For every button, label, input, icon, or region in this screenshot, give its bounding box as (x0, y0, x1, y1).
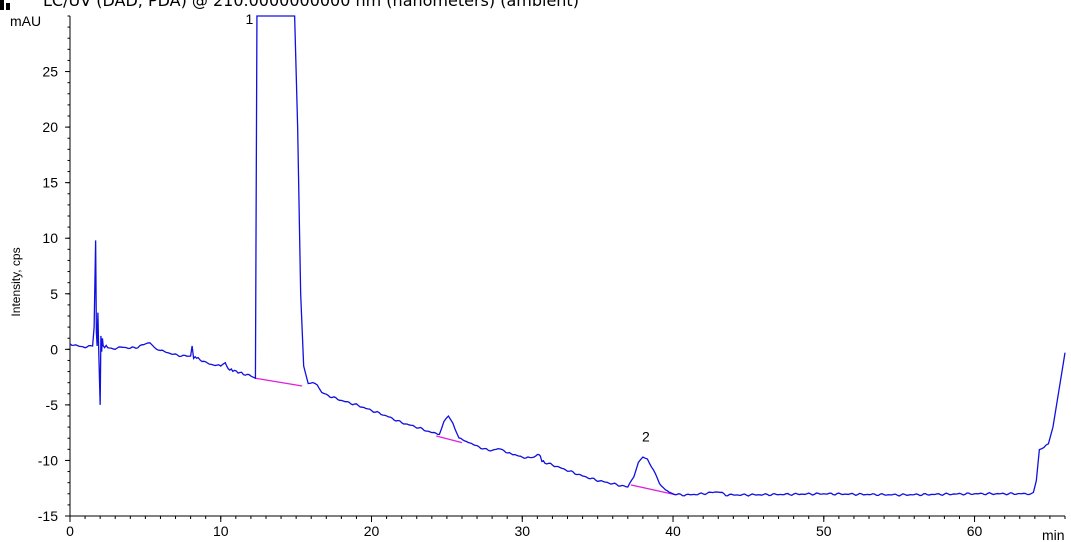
peak-labels: 12 (246, 11, 650, 445)
x-tick-label: 50 (816, 523, 832, 539)
y-tick-label: 15 (42, 175, 58, 191)
axes (65, 15, 1066, 522)
chart-title: LC/UV (DAD, PDA) @ 210.0000000000 nm (na… (43, 0, 579, 10)
y-tick-label: -5 (46, 397, 59, 413)
x-unit-label: min (1042, 527, 1065, 542)
baseline-segment (630, 484, 677, 496)
y-tick-label: 0 (50, 341, 58, 357)
x-tick-label: 10 (213, 523, 229, 539)
peak-label: 2 (642, 429, 650, 445)
x-tick-label: 40 (665, 523, 681, 539)
y-axis-label: Intensity, cps (9, 247, 23, 316)
y-tick-label: -10 (38, 452, 58, 468)
y-tick-label: 20 (42, 119, 58, 135)
y-unit-label: mAU (10, 13, 41, 29)
baseline-segment (436, 435, 463, 444)
y-tick-label: 25 (42, 64, 58, 80)
peak-label: 1 (246, 11, 254, 27)
x-tick-label: 0 (66, 523, 74, 539)
baseline-segment (255, 377, 303, 387)
y-tick-label: 5 (50, 286, 58, 302)
tick-labels: -15 -10 -5 0 5 10 15 20 25 0 10 20 30 40 50 60 (38, 64, 983, 539)
integration-baselines (255, 377, 677, 496)
x-tick-label: 60 (967, 523, 983, 539)
x-tick-label: 30 (514, 523, 530, 539)
y-tick-label: -15 (38, 508, 58, 524)
series-line (69, 15, 1066, 497)
y-tick-label: 10 (42, 230, 58, 246)
x-tick-label: 20 (364, 523, 380, 539)
chart-title-icon (0, 0, 10, 10)
